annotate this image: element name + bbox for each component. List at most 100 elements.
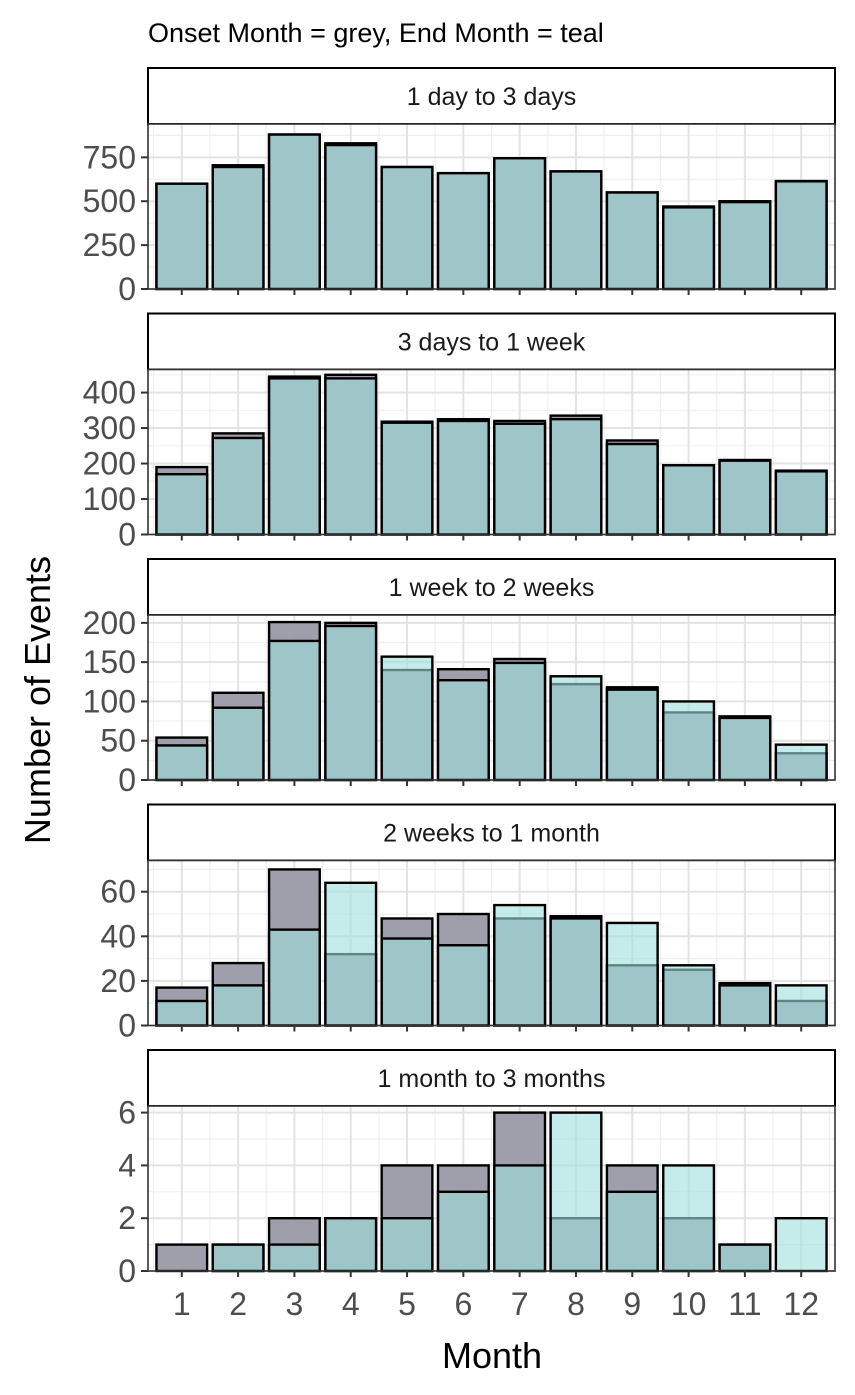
bar-end: End Month 1: 170 — [155, 472, 209, 536]
bar-end: End Month 5: 315 — [380, 421, 434, 536]
facet-strip-label: 3 days to 1 week — [398, 329, 586, 357]
y-tick-label: 100 — [83, 683, 136, 719]
bar-end: End Month 12: 18 — [774, 984, 828, 1027]
facet-strip — [147, 558, 836, 616]
facet-panels: 1 day to 3 daysOnset Month 1: 600Onset M… — [83, 67, 836, 1289]
bar-end: End Month 10: 465 — [662, 206, 716, 291]
y-tick-label: 6 — [118, 1095, 136, 1131]
x-tick-label: 10 — [671, 1286, 707, 1322]
bar-end: End Month 3: 880 — [267, 133, 321, 291]
bar-end: End Month 12: 2 — [774, 1216, 828, 1273]
x-tick-label: 7 — [511, 1286, 529, 1322]
bar-end: End Month 3: 43 — [267, 928, 321, 1027]
y-tick-label: 200 — [83, 605, 136, 641]
bar-end: End Month 11: 208 — [718, 459, 772, 536]
bar-end: End Month 8: 132 — [549, 675, 603, 782]
bar-end: End Month 4: 820 — [324, 143, 378, 291]
chart-subtitle: Onset Month = grey, End Month = teal — [148, 18, 604, 48]
y-tick-label: 750 — [83, 139, 136, 175]
bar-end: End Month 1: 600 — [155, 182, 209, 291]
facet-panel: 1 month to 3 monthsOnset Month 1: 1Onset… — [118, 1049, 836, 1289]
bar-end: End Month 1: 44 — [155, 744, 209, 782]
bar-end: End Month 7: 149 — [493, 661, 547, 782]
bar-end: End Month 5: 695 — [380, 165, 434, 291]
bar-end: End Month 8: 6 — [549, 1111, 603, 1273]
x-tick-label: 4 — [342, 1286, 360, 1322]
bar-onset: Onset Month 1: 1 — [155, 1243, 209, 1273]
y-tick-label: 20 — [100, 963, 136, 999]
facet-panel: 1 week to 2 weeksOnset Month 1: 54Onset … — [83, 558, 836, 798]
bar-end: End Month 9: 115 — [605, 688, 659, 782]
facet-panel: 2 weeks to 1 monthOnset Month 1: 17Onset… — [100, 803, 836, 1044]
bar-end: End Month 8: 670 — [549, 170, 603, 291]
x-axis: 1 2 3 4 5 6 7 8 9 10 11 12 — [173, 1286, 819, 1322]
facet-strip — [147, 1049, 836, 1107]
y-tick-label: 40 — [100, 918, 136, 954]
bar-end: End Month 6: 127 — [436, 679, 490, 782]
bar-end: End Month 9: 46 — [605, 921, 659, 1027]
x-tick-label: 5 — [398, 1286, 416, 1322]
bar-end: End Month 3: 177 — [267, 639, 321, 782]
bar-end: End Month 11: 18 — [718, 984, 772, 1027]
bar-end: End Month 2: 1 — [211, 1243, 265, 1273]
y-tick-label: 100 — [83, 481, 136, 517]
bar-end: End Month 8: 48 — [549, 917, 603, 1027]
bar-end: End Month 11: 1 — [718, 1243, 772, 1273]
y-tick-label: 0 — [118, 762, 136, 798]
bar-end: End Month 11: 79 — [718, 716, 772, 782]
y-tick-label: 300 — [83, 410, 136, 446]
x-tick-label: 9 — [623, 1286, 641, 1322]
y-tick-label: 0 — [118, 517, 136, 553]
panel-border — [147, 859, 836, 1027]
facet-strip-label: 1 month to 3 months — [378, 1065, 606, 1093]
bar-end: End Month 6: 3 — [436, 1190, 490, 1273]
bar-end: End Month 12: 615 — [774, 179, 828, 291]
facet-strip-label: 1 day to 3 days — [407, 83, 577, 111]
y-tick-label: 400 — [83, 375, 136, 411]
bar-end: End Month 6: 320 — [436, 419, 490, 536]
facet-strip — [147, 312, 836, 371]
bar-end: End Month 10: 100 — [662, 700, 716, 782]
bar-end: End Month 2: 92 — [211, 706, 265, 782]
bar-end: End Month 4: 64 — [324, 881, 378, 1027]
y-tick-label: 0 — [118, 271, 136, 307]
y-tick-label: 500 — [83, 183, 136, 219]
facet-panel: 1 day to 3 daysOnset Month 1: 600Onset M… — [83, 67, 836, 307]
bar-end: End Month 7: 745 — [493, 157, 547, 291]
bar-end: End Month 9: 550 — [605, 191, 659, 291]
y-tick-label: 0 — [118, 1008, 136, 1044]
bar-end: End Month 3: 1 — [267, 1243, 321, 1273]
x-tick-label: 12 — [783, 1286, 819, 1322]
bar-end: End Month 5: 157 — [380, 655, 434, 782]
facet-strip-label: 1 week to 2 weeks — [389, 574, 595, 602]
facet-strip-label: 2 weeks to 1 month — [383, 820, 600, 848]
y-tick-label: 50 — [100, 723, 136, 759]
x-tick-label: 2 — [229, 1286, 247, 1322]
bar-end: End Month 4: 440 — [324, 377, 378, 536]
x-tick-label: 3 — [286, 1286, 304, 1322]
bar-end: End Month 7: 312 — [493, 422, 547, 536]
bar-end: End Month 9: 3 — [605, 1190, 659, 1273]
bar-end: End Month 12: 178 — [774, 470, 828, 536]
bar-end: End Month 5: 2 — [380, 1216, 434, 1273]
bar-end: End Month 2: 272 — [211, 436, 265, 536]
bar-end: End Month 11: 495 — [718, 200, 772, 291]
bar-end: End Month 7: 54 — [493, 903, 547, 1027]
bar-end: End Month 9: 255 — [605, 442, 659, 536]
y-tick-label: 60 — [100, 874, 136, 910]
facet-panel: 3 days to 1 weekOnset Month 1: 190Onset … — [83, 312, 836, 553]
y-tick-label: 250 — [83, 227, 136, 263]
panel-border — [147, 614, 836, 781]
panel-border — [147, 123, 836, 290]
x-axis-title: Month — [442, 1335, 542, 1376]
bar-end: End Month 12: 45 — [774, 743, 828, 782]
x-tick-label: 1 — [173, 1286, 191, 1322]
y-tick-label: 2 — [118, 1200, 136, 1236]
bar-end: End Month 3: 440 — [267, 377, 321, 536]
facet-strip — [147, 67, 836, 125]
y-axis-title: Number of Events — [17, 556, 58, 844]
y-tick-label: 150 — [83, 644, 136, 680]
facet-strip — [147, 803, 836, 862]
x-tick-label: 6 — [454, 1286, 472, 1322]
bar-end: End Month 4: 196 — [324, 624, 378, 782]
